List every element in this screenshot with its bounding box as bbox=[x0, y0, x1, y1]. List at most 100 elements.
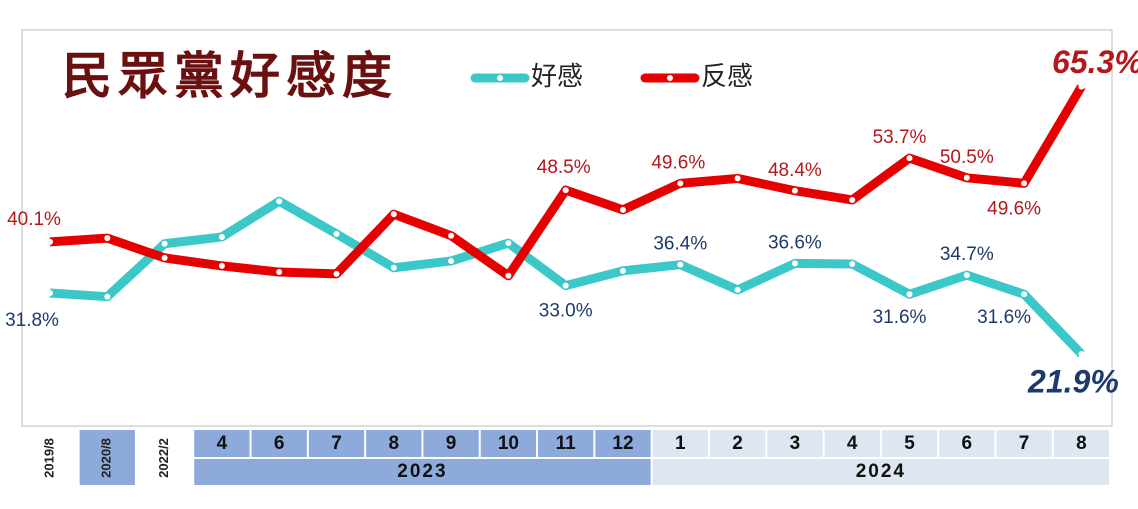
data-point bbox=[104, 293, 111, 300]
data-point bbox=[161, 240, 168, 247]
data-point bbox=[390, 211, 397, 218]
legend-marker bbox=[497, 75, 503, 81]
data-label: 50.5% bbox=[940, 147, 994, 168]
x-tick-label: 2020/8 bbox=[99, 438, 114, 478]
x-tick-label: 2022/2 bbox=[156, 438, 171, 478]
category-cell bbox=[824, 430, 880, 457]
category-cell bbox=[22, 430, 78, 485]
x-tick-label: 12 bbox=[612, 433, 633, 454]
data-label: 65.3% bbox=[1052, 44, 1138, 80]
category-cell bbox=[538, 430, 594, 457]
category-cell bbox=[366, 430, 422, 457]
category-cell bbox=[136, 430, 193, 485]
data-label: 21.9% bbox=[1027, 363, 1119, 399]
data-point bbox=[562, 187, 569, 194]
data-point bbox=[1078, 350, 1085, 357]
data-point bbox=[562, 282, 569, 289]
data-point bbox=[1021, 180, 1028, 187]
data-point bbox=[963, 272, 970, 279]
data-point bbox=[505, 272, 512, 279]
data-point bbox=[620, 206, 626, 213]
x-tick-label: 2 bbox=[732, 433, 743, 454]
category-cell bbox=[881, 430, 938, 457]
x-tick-label: 4 bbox=[217, 433, 228, 454]
x-tick-label: 4 bbox=[847, 433, 858, 454]
category-cell bbox=[423, 430, 479, 457]
data-point bbox=[276, 198, 283, 205]
x-tick-label: 8 bbox=[389, 433, 400, 454]
data-label: 31.6% bbox=[977, 307, 1031, 328]
data-point bbox=[791, 260, 798, 267]
category-cell bbox=[308, 430, 365, 457]
data-point bbox=[906, 155, 913, 162]
data-label: 53.7% bbox=[873, 127, 927, 148]
category-cell bbox=[996, 430, 1052, 457]
x-tick-label: 1 bbox=[675, 433, 686, 454]
chart-title: 民眾黨好感度 bbox=[62, 46, 398, 105]
data-point bbox=[47, 238, 53, 245]
data-label: 31.8% bbox=[5, 310, 59, 331]
category-cell bbox=[595, 430, 651, 457]
data-point bbox=[505, 240, 512, 247]
x-tick-label: 6 bbox=[274, 433, 285, 454]
x-tick-label: 7 bbox=[331, 433, 342, 454]
category-cell bbox=[767, 430, 823, 457]
legend-marker bbox=[667, 75, 673, 81]
x-tick-label: 6 bbox=[962, 433, 973, 454]
data-point bbox=[448, 257, 455, 264]
data-point bbox=[333, 230, 340, 237]
year-label: 2024 bbox=[856, 461, 906, 482]
data-point bbox=[161, 254, 168, 261]
data-point bbox=[218, 233, 225, 240]
data-label: 49.6% bbox=[651, 152, 705, 173]
category-cell bbox=[652, 430, 708, 457]
data-point bbox=[390, 264, 397, 271]
data-point bbox=[104, 235, 111, 242]
data-label: 36.4% bbox=[653, 234, 707, 255]
data-point bbox=[333, 270, 340, 277]
data-point bbox=[963, 174, 970, 181]
year-cell bbox=[194, 459, 651, 485]
data-point bbox=[791, 187, 798, 194]
data-point bbox=[1078, 83, 1085, 90]
year-label: 2023 bbox=[397, 461, 447, 482]
x-tick-label: 7 bbox=[1019, 433, 1030, 454]
category-cell bbox=[480, 430, 537, 457]
data-point bbox=[448, 232, 455, 239]
data-point bbox=[734, 175, 741, 182]
data-point bbox=[677, 261, 684, 268]
x-tick-label: 9 bbox=[446, 433, 457, 454]
category-cell bbox=[1053, 430, 1110, 457]
data-point bbox=[47, 290, 53, 296]
data-label: 33.0% bbox=[539, 301, 593, 322]
x-tick-label: 8 bbox=[1076, 433, 1087, 454]
x-tick-label: 5 bbox=[904, 433, 915, 454]
category-cell bbox=[79, 430, 135, 485]
x-tick-label: 11 bbox=[556, 433, 577, 454]
x-tick-label: 10 bbox=[498, 433, 519, 454]
data-point bbox=[1021, 291, 1028, 298]
legend-label: 好感 bbox=[531, 61, 583, 91]
category-cell bbox=[194, 430, 250, 457]
data-label: 31.6% bbox=[873, 307, 927, 328]
data-point bbox=[620, 267, 626, 274]
data-point bbox=[849, 261, 856, 268]
legend-label: 反感 bbox=[701, 61, 753, 91]
data-point bbox=[218, 262, 225, 269]
data-label: 40.1% bbox=[7, 209, 61, 230]
category-cell bbox=[939, 430, 995, 457]
data-label: 34.7% bbox=[940, 244, 994, 265]
data-point bbox=[906, 291, 913, 298]
data-label: 36.6% bbox=[768, 232, 822, 253]
data-point bbox=[677, 180, 684, 187]
data-point bbox=[276, 269, 283, 276]
category-cell bbox=[709, 430, 766, 457]
data-label: 48.5% bbox=[537, 157, 591, 178]
data-label: 48.4% bbox=[768, 160, 822, 181]
x-tick-label: 3 bbox=[790, 433, 801, 454]
data-label: 49.6% bbox=[987, 198, 1041, 219]
data-point bbox=[849, 196, 856, 203]
year-cell bbox=[652, 459, 1110, 485]
